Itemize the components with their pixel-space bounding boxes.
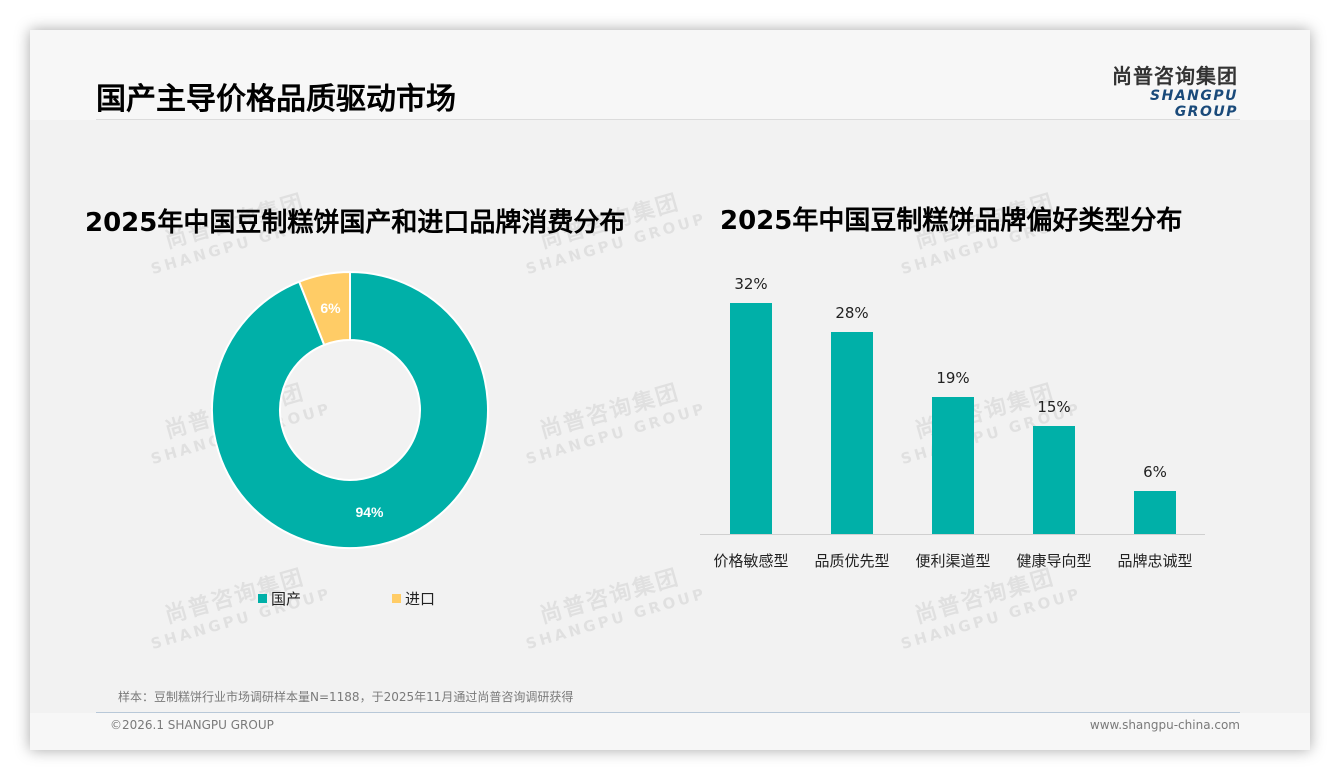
company-logo: 尚普咨询集团 SHANGPU GROUP [1088,64,1238,120]
donut-chart: 94% 6% [211,270,489,549]
header-divider [96,119,1240,120]
legend-label: 国产 [271,590,302,608]
bar [1134,491,1176,534]
bar-value-label: 19% [936,369,970,387]
logo-cn-text: 尚普咨询集团 [1112,64,1238,88]
donut-segment-domestic [211,270,489,549]
donut-chart-title: 2025年中国豆制糕饼国产和进口品牌消费分布 [85,208,626,238]
category-label: 便利渠道型 [915,552,991,570]
legend-swatch-teal [258,594,267,603]
bar [831,332,873,534]
bar-chart-title: 2025年中国豆制糕饼品牌偏好类型分布 [720,206,1183,236]
footer-divider [96,712,1240,713]
bar [1033,426,1075,534]
donut-segment-imported [297,270,351,347]
footer-band [30,713,1310,750]
bar-value-label: 32% [734,275,768,293]
copyright-text: ©2026.1 SHANGPU GROUP [110,718,274,732]
page-title: 国产主导价格品质驱动市场 [96,82,456,117]
donut-label-imported: 6% [320,300,341,316]
sample-footnote: 样本：豆制糕饼行业市场调研样本量N=1188，于2025年11月通过尚普咨询调研… [118,690,574,704]
slide: 尚普咨询集团 SHANGPU GROUP 尚普咨询集团 SHANGPU GROUP … [30,30,1310,750]
donut-label-domestic: 94% [355,504,384,520]
legend-item-imported: 进口 [392,588,435,609]
header-band [30,30,1310,120]
x-axis-line [700,534,1205,535]
legend-label: 进口 [405,590,436,608]
legend-swatch-yellow [392,594,401,603]
logo-en-text: SHANGPU GROUP [1150,88,1238,120]
category-label: 健康导向型 [1016,552,1092,570]
bar-value-label: 28% [835,304,869,322]
website-link[interactable]: www.shangpu-china.com [1089,718,1240,732]
bar [730,303,772,534]
legend-item-domestic: 国产 [258,588,301,609]
bar-value-label: 6% [1143,463,1167,481]
category-label: 价格敏感型 [713,552,789,570]
bar [932,397,974,534]
donut-segments [211,270,489,549]
category-label: 品牌忠诚型 [1117,552,1193,570]
bar-chart: 32% 价格敏感型 28% 品质优先型 19% 便利渠道型 15% 健康导向型 6% 品牌忠诚型 [700,270,1205,580]
bar-value-label: 15% [1037,398,1071,416]
category-label: 品质优先型 [814,552,890,570]
